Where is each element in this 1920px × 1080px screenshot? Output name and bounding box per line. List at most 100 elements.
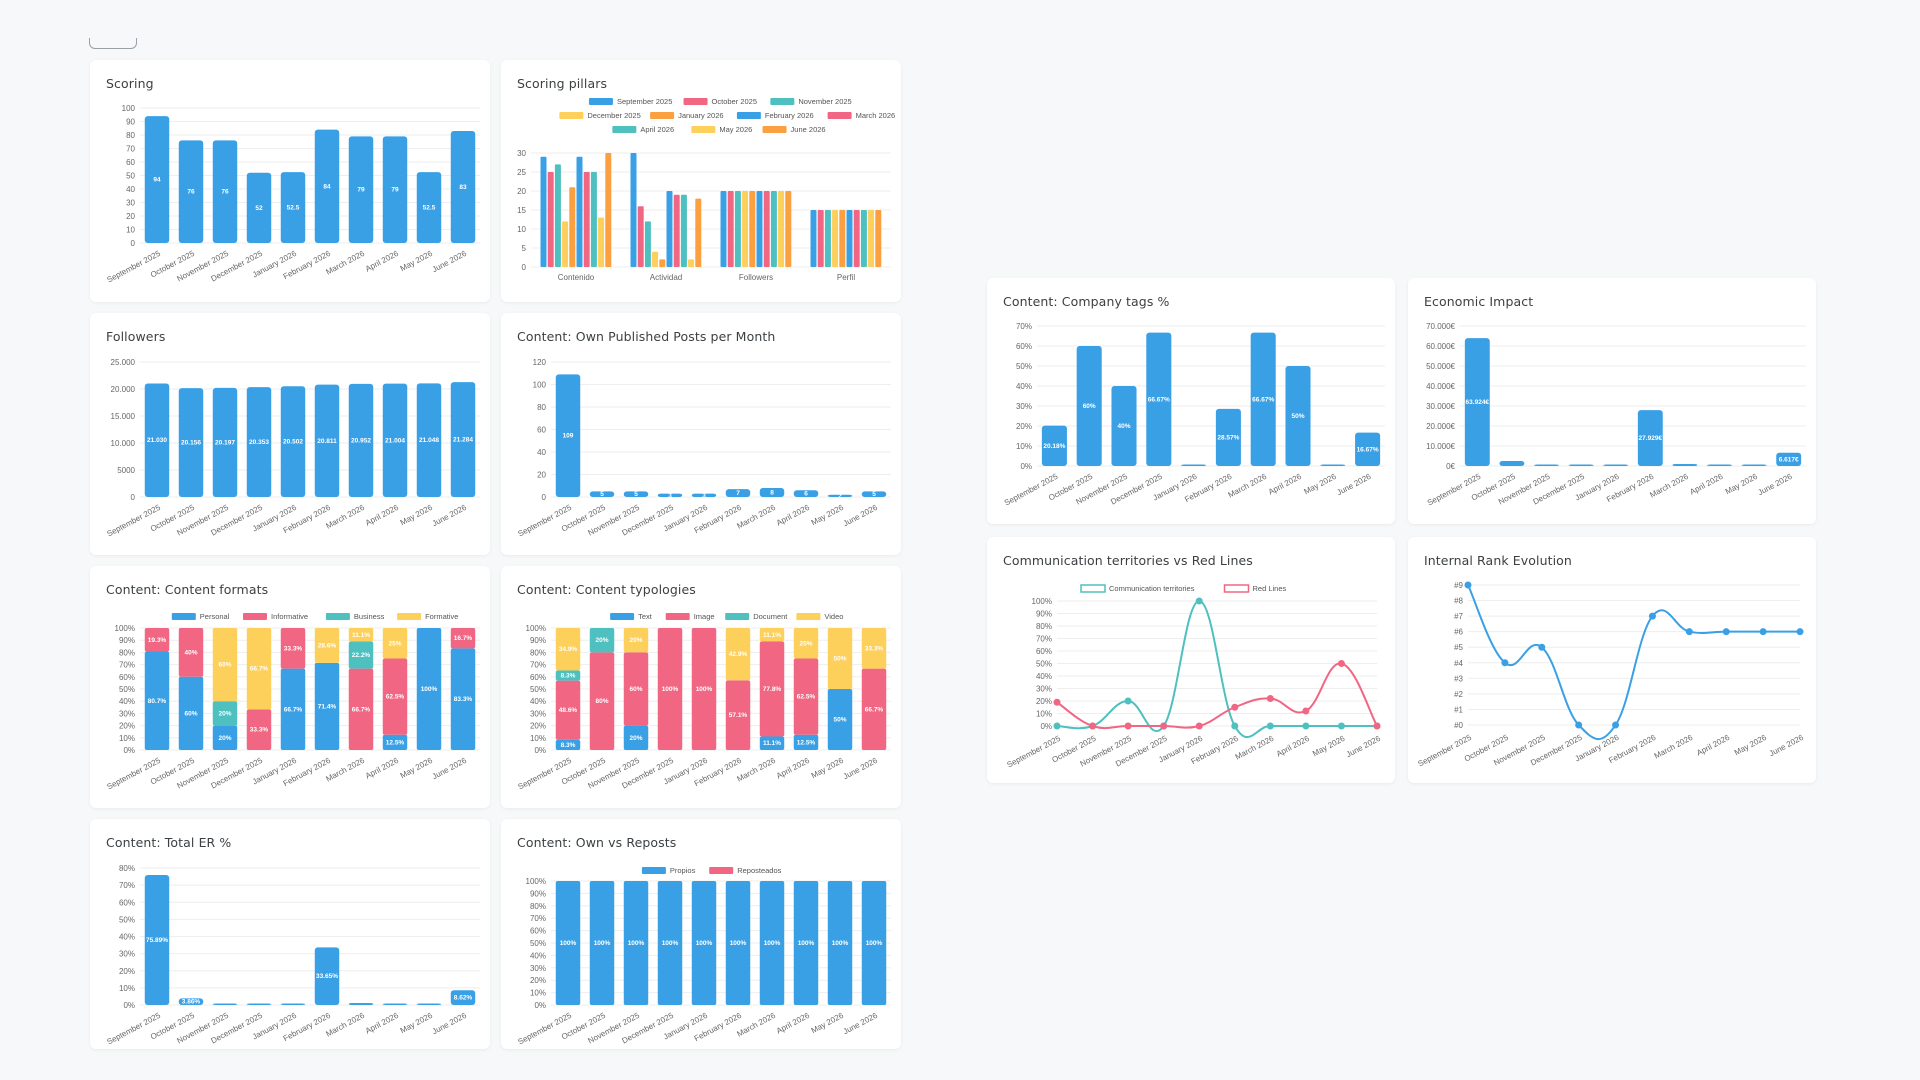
legend-label: September 2025 — [617, 97, 672, 106]
bar — [630, 153, 637, 267]
bar — [246, 1003, 272, 1005]
x-tick-label: Contenido — [558, 273, 595, 282]
y-tick-label: 10 — [126, 226, 135, 235]
y-tick-label: 60% — [1016, 342, 1032, 351]
x-tick-label: March 2026 — [1648, 472, 1690, 500]
bar-value-label: 52 — [255, 205, 263, 212]
bar-value-label: 20.156 — [181, 440, 201, 447]
x-tick-label: May 2026 — [1311, 734, 1347, 759]
bar — [178, 140, 204, 243]
bar-value-label: 94 — [153, 177, 161, 184]
bar — [666, 191, 673, 267]
data-point — [1612, 721, 1620, 729]
y-tick-label: #4 — [1454, 659, 1463, 668]
bar-segment — [657, 628, 683, 750]
y-tick-label: 5 — [522, 244, 527, 253]
bar-value-label: 66.67% — [1252, 396, 1274, 403]
total-er-title: Content: Total ER % — [106, 835, 232, 850]
territories-title: Communication territories vs Red Lines — [1003, 553, 1253, 568]
followers-chart: 0 5000 10.000 15.000 20.000 25.000 21.030 20.15… — [105, 358, 480, 539]
followers-title: Followers — [106, 329, 166, 344]
scoring-title: Scoring — [106, 76, 154, 91]
bar-value-label: 12.5% — [797, 739, 816, 746]
bar-value-label: 20% — [595, 637, 608, 644]
bar-segment — [861, 668, 887, 750]
bar-value-label: 100% — [866, 940, 883, 947]
bar-value-label: 100% — [628, 940, 645, 947]
legend-label: Personal — [200, 612, 230, 621]
bar-value-label: 48.6% — [559, 707, 578, 714]
bar — [861, 491, 887, 497]
data-point — [1759, 628, 1767, 636]
x-tick-label: April 2026 — [1267, 472, 1304, 497]
x-tick-label: Followers — [739, 273, 773, 282]
x-tick-label: April 2026 — [775, 756, 812, 781]
legend-label: June 2026 — [791, 125, 826, 134]
tab-indicator[interactable] — [89, 38, 137, 49]
bar — [839, 210, 846, 267]
legend-label: January 2026 — [678, 111, 723, 120]
bar — [659, 259, 666, 267]
bar-segment — [725, 881, 751, 1005]
y-tick-label: 60.000€ — [1426, 342, 1455, 351]
y-tick-label: 20.000€ — [1426, 422, 1455, 431]
bar — [382, 136, 408, 243]
legend-label: Text — [638, 612, 653, 621]
bar — [853, 210, 860, 267]
y-tick-label: 0 — [522, 263, 527, 272]
x-tick-label: September 2025 — [105, 249, 162, 285]
bar-segment — [555, 881, 581, 1005]
bar-segment — [555, 670, 581, 681]
bar-value-label: 66.7% — [352, 706, 371, 713]
bar — [1320, 464, 1346, 466]
y-tick-label: 40% — [530, 697, 546, 706]
bar-value-label: 8.3% — [561, 673, 576, 680]
bar — [673, 194, 680, 267]
x-tick-label: May 2026 — [810, 1011, 846, 1036]
data-point — [1160, 722, 1168, 730]
bar — [810, 210, 817, 267]
bar-value-label: 52.5 — [423, 205, 436, 212]
y-tick-label: 0% — [123, 1001, 135, 1010]
bar — [691, 493, 717, 497]
bar-segment — [589, 652, 615, 750]
bar — [1111, 386, 1137, 466]
bar — [450, 130, 476, 243]
y-tick-label: 70% — [530, 661, 546, 670]
y-tick-label: 80 — [126, 131, 135, 140]
legend-label: Red Lines — [1253, 584, 1287, 593]
bar-value-label: 20% — [629, 637, 642, 644]
bar — [652, 251, 659, 267]
bar-value-label: 109 — [563, 433, 574, 440]
bar-value-label: 3.86% — [182, 999, 201, 1006]
bar — [1285, 366, 1311, 466]
bar-value-label: 100% — [594, 940, 611, 947]
bar — [770, 191, 777, 267]
y-tick-label: 30% — [119, 950, 135, 959]
bar-segment — [759, 628, 785, 642]
y-tick-label: #7 — [1454, 612, 1463, 621]
legend-label: Propios — [670, 866, 696, 875]
legend-label: Document — [753, 612, 788, 621]
bar — [680, 194, 687, 267]
y-tick-label: 20% — [119, 967, 135, 976]
y-tick-label: 10% — [530, 734, 546, 743]
bar-segment — [212, 701, 238, 726]
x-tick-label: March 2026 — [324, 249, 366, 277]
bar-segment — [314, 628, 340, 663]
bar-segment — [348, 641, 374, 669]
company-tags-card: 0% 10% 20% 30% 40% 50% 60% 70% 20.18% 60% 40% 66.67… — [987, 278, 1395, 524]
bar-segment — [144, 651, 170, 750]
x-tick-label: June 2026 — [842, 503, 880, 529]
series-line — [1056, 599, 1377, 739]
bar-segment — [382, 658, 408, 735]
content-typologies-title: Content: Content typologies — [517, 582, 696, 597]
bar-segment — [382, 734, 408, 750]
y-tick-label: 0 — [131, 239, 136, 248]
bar — [1776, 452, 1802, 466]
bar — [450, 382, 476, 497]
data-point — [1089, 722, 1097, 730]
y-tick-label: 30% — [1016, 402, 1032, 411]
y-tick-label: 30.000€ — [1426, 402, 1455, 411]
bar-value-label: 3 — [702, 492, 706, 499]
